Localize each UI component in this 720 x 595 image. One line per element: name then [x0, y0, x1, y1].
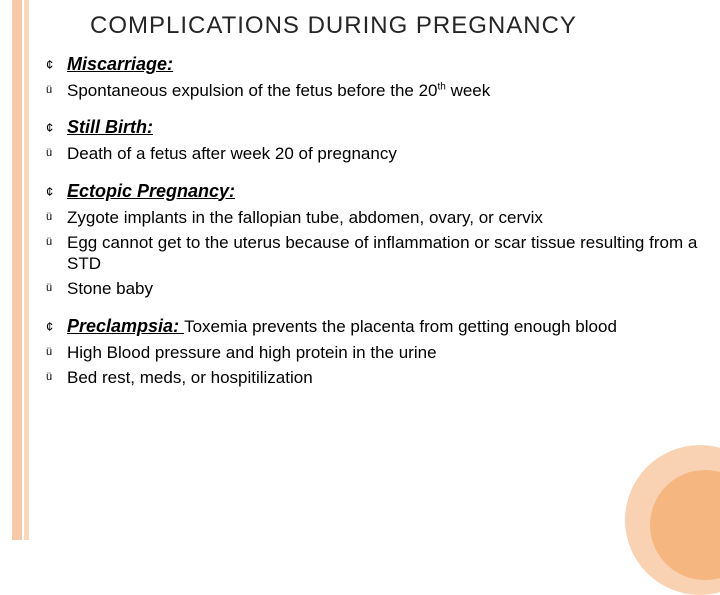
accent-bar-2	[24, 0, 29, 540]
point-item: ü Bed rest, meds, or hospitilization	[40, 367, 700, 388]
point-item: ü High Blood pressure and high protein in…	[40, 342, 700, 363]
point-item: ü Spontaneous expulsion of the fetus befo…	[40, 80, 700, 101]
check-bullet-icon: ü	[46, 278, 57, 298]
heading-item: ¢ Preclampsia: Toxemia prevents the place…	[40, 316, 700, 338]
heading-item: ¢ Miscarriage:	[40, 54, 700, 76]
point-text: Bed rest, meds, or hospitilization	[67, 367, 313, 388]
check-bullet-icon: ü	[46, 342, 57, 362]
heading-text: Ectopic Pregnancy:	[67, 181, 235, 202]
check-bullet-icon: ü	[46, 143, 57, 163]
point-text: Death of a fetus after week 20 of pregna…	[67, 143, 397, 164]
section: ¢ Still Birth: ü Death of a fetus after wee…	[40, 117, 700, 164]
point-item: ü Zygote implants in the fallopian tube, …	[40, 207, 700, 228]
section: ¢ Ectopic Pregnancy: ü Zygote implants in t…	[40, 181, 700, 300]
heading-text: Miscarriage:	[67, 54, 173, 75]
check-bullet-icon: ü	[46, 207, 57, 227]
title-text: COMPLICATIONS DURING PREGNANCY	[90, 12, 577, 39]
check-bullet-icon: ü	[46, 232, 57, 252]
check-bullet-icon: ü	[46, 80, 57, 100]
check-bullet-icon: ü	[46, 367, 57, 387]
point-item: ü Stone baby	[40, 278, 700, 299]
circle-bullet-icon: ¢	[46, 117, 57, 139]
point-item: ü Egg cannot get to the uterus because of…	[40, 232, 700, 275]
circle-bullet-icon: ¢	[46, 316, 57, 338]
point-text: Spontaneous expulsion of the fetus befor…	[67, 80, 490, 101]
heading-inline-text: Toxemia prevents the placenta from getti…	[184, 317, 617, 336]
circle-bullet-icon: ¢	[46, 181, 57, 203]
section: ¢ Miscarriage: ü Spontaneous expulsion of t…	[40, 54, 700, 101]
point-item: ü Death of a fetus after week 20 of pregn…	[40, 143, 700, 164]
heading-text: Still Birth:	[67, 117, 153, 138]
point-text: Stone baby	[67, 278, 153, 299]
accent-bar-1	[12, 0, 22, 540]
heading-text: Preclampsia: Toxemia prevents the placen…	[67, 316, 617, 337]
heading-item: ¢ Still Birth:	[40, 117, 700, 139]
point-text: Egg cannot get to the uterus because of …	[67, 232, 700, 275]
section: ¢ Preclampsia: Toxemia prevents the place…	[40, 316, 700, 389]
slide-content: COMPLICATIONS DURING PREGNANCY ¢ Miscarri…	[40, 12, 700, 404]
heading-item: ¢ Ectopic Pregnancy:	[40, 181, 700, 203]
slide-title: COMPLICATIONS DURING PREGNANCY	[40, 12, 700, 40]
point-text: High Blood pressure and high protein in …	[67, 342, 437, 363]
point-text: Zygote implants in the fallopian tube, a…	[67, 207, 543, 228]
circle-bullet-icon: ¢	[46, 54, 57, 76]
